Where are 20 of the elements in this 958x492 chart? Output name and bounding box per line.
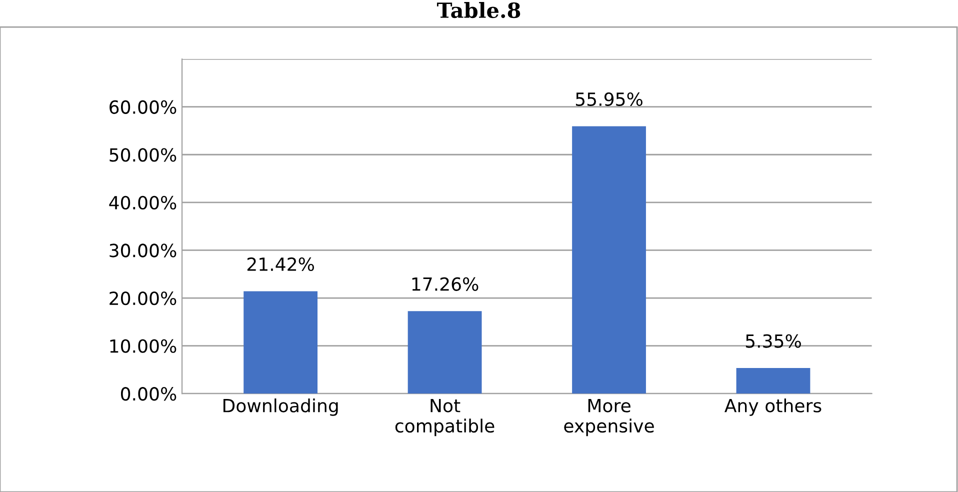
chart-title: Table.8 xyxy=(436,2,520,18)
y-tick-label: 0.00% xyxy=(120,387,176,401)
y-tick-label: 20.00% xyxy=(110,291,176,306)
data-label: 5.35% xyxy=(746,334,801,348)
bar xyxy=(244,291,318,394)
bar xyxy=(736,368,810,394)
bar xyxy=(572,126,646,394)
x-tick-label: Any others xyxy=(724,398,822,416)
x-tick-label: Not compatible xyxy=(395,399,494,436)
y-tick-label: 60.00% xyxy=(110,100,176,114)
x-tick-label: Downloading xyxy=(223,398,338,416)
data-label: 55.95% xyxy=(576,92,642,106)
y-tick-label: 10.00% xyxy=(110,339,176,353)
bar xyxy=(408,311,482,394)
y-tick-label: 30.00% xyxy=(110,244,176,258)
x-tick-label: More expensive xyxy=(564,399,654,436)
y-tick-label: 50.00% xyxy=(110,148,176,162)
data-label: 21.42% xyxy=(247,257,314,272)
y-tick-label: 40.00% xyxy=(109,196,176,210)
data-label: 17.26% xyxy=(412,277,478,291)
